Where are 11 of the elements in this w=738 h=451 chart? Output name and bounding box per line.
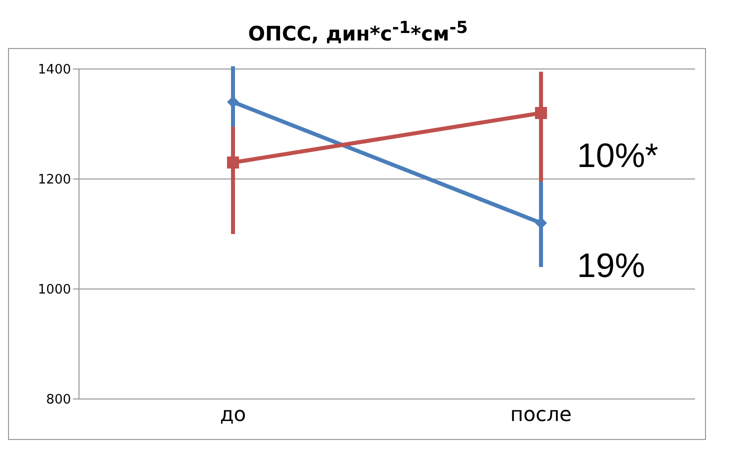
chart-title: ОПСС, дин*с$^{-1}$*см$^{-5}$ — [247, 17, 469, 48]
x-tick-label: до — [220, 402, 246, 426]
annotation: 10%* — [577, 136, 658, 175]
x-tick-label: после — [510, 402, 572, 426]
y-tick-label: 1200 — [38, 172, 71, 188]
y-tick-label: 1000 — [38, 282, 71, 298]
y-tick-label: 800 — [46, 392, 71, 408]
y-tick-label: 1400 — [38, 62, 71, 78]
annotation: 19% — [577, 246, 646, 285]
point — [227, 156, 239, 168]
point — [535, 107, 547, 119]
